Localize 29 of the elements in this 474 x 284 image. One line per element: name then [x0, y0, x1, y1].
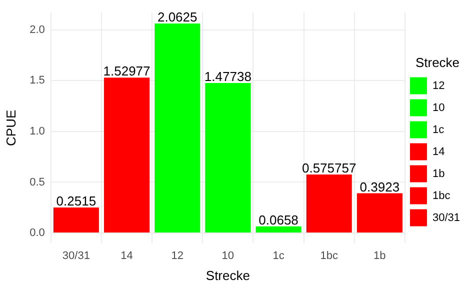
- x-tick-label: 1c: [272, 250, 285, 262]
- data-label: 1.47738: [204, 69, 252, 84]
- x-tick-label: 1bc: [320, 250, 338, 262]
- y-tick-label: 0.0: [30, 227, 45, 240]
- data-label: 0.575757: [302, 160, 356, 176]
- data-label: 1.52977: [103, 64, 150, 79]
- legend-label: 1b: [432, 168, 445, 180]
- x-tick-label: 14: [120, 250, 133, 262]
- legend-label: 12: [432, 80, 445, 92]
- legend-title: Strecke: [415, 54, 460, 70]
- y-tick-label: 0.5: [30, 176, 45, 188]
- x-tick-label: 10: [222, 250, 234, 262]
- y-tick-label: 2.0: [30, 24, 45, 36]
- x-axis-title: Strecke: [206, 268, 250, 283]
- y-tick-label: 1.5: [30, 74, 45, 87]
- data-label: 2.0625: [157, 10, 198, 25]
- data-label: 0.3923: [360, 179, 400, 194]
- x-tick-label: 30/31: [62, 250, 90, 262]
- legend-label: 1c: [432, 124, 445, 136]
- data-label: 0.0658: [258, 212, 298, 228]
- legend-label: 30/31: [432, 212, 460, 224]
- legend-label: 14: [432, 146, 445, 158]
- y-tick-label: 1.0: [30, 125, 45, 138]
- data-label: 0.2515: [56, 194, 96, 209]
- legend-label: 1bc: [432, 190, 451, 202]
- x-tick-label: 1b: [374, 250, 386, 262]
- x-tick-label: 12: [171, 250, 184, 262]
- y-axis-title: CPUE: [3, 110, 18, 146]
- legend-label: 10: [432, 102, 445, 114]
